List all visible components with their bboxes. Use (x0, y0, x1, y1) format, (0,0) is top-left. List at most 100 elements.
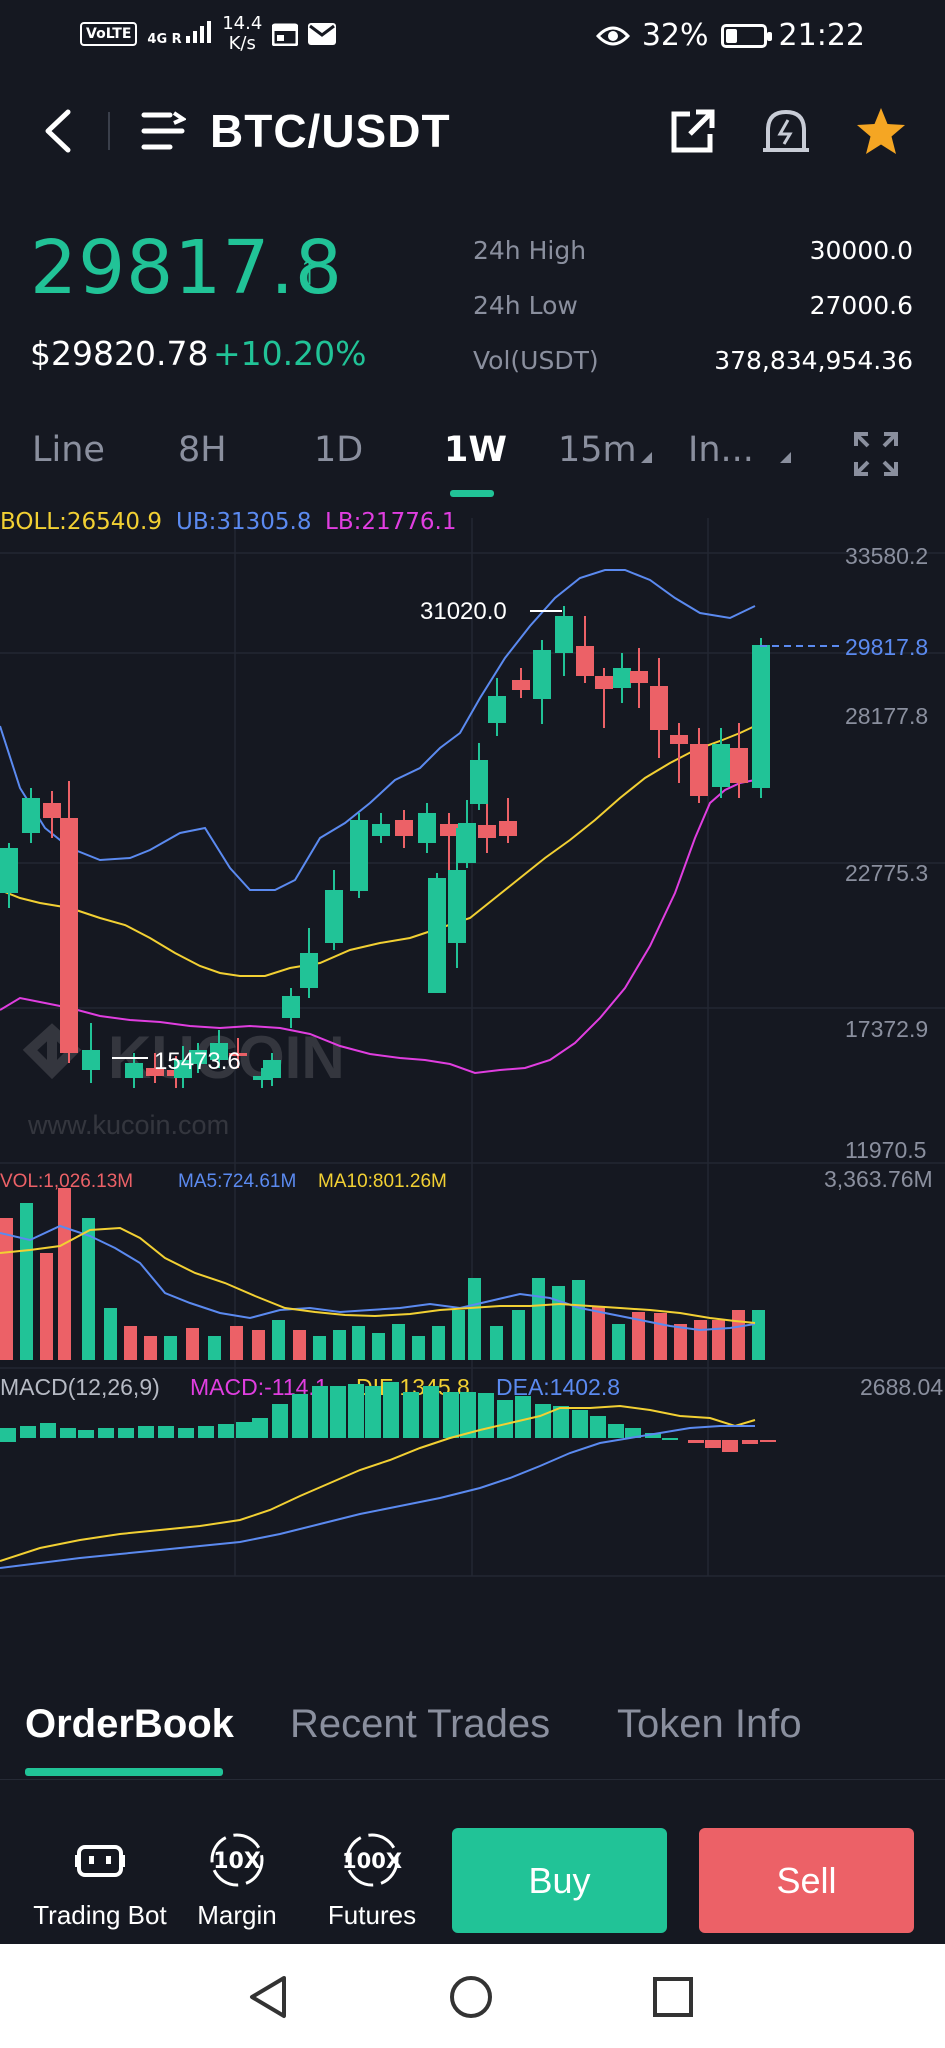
volte-indicator: VoLTE (80, 22, 138, 46)
back-icon[interactable] (40, 108, 76, 154)
network-indicator: 4G R (147, 21, 212, 47)
macd-bar (645, 1433, 661, 1438)
tab-1w[interactable]: 1W (444, 430, 507, 470)
volume-bar (208, 1336, 221, 1360)
volume-bar (552, 1286, 565, 1360)
macd-bar (198, 1426, 214, 1438)
share-icon[interactable] (668, 108, 716, 156)
candle-body (690, 744, 708, 796)
vol-ma5-line (0, 1224, 756, 1332)
favorite-star-icon[interactable] (855, 106, 907, 156)
chart-canvas[interactable]: KUCOIN www.kucoin.com BOLL:26540.9 UB:31… (0, 498, 945, 1613)
volume-bar (468, 1278, 481, 1360)
macd-bar (330, 1386, 346, 1438)
nav-back-icon[interactable] (246, 1974, 292, 2020)
volume-bar (490, 1326, 503, 1360)
tab-8h[interactable]: 8H (178, 430, 227, 470)
candle-body (488, 696, 506, 723)
volume-bar (452, 1310, 465, 1360)
volume-bar (674, 1324, 687, 1360)
candle-body (595, 676, 613, 689)
candle-body (263, 1060, 281, 1078)
volume-bar (732, 1310, 745, 1360)
macd-bar (443, 1392, 459, 1438)
price-alert-icon[interactable] (760, 106, 812, 156)
macd-bar (515, 1396, 531, 1438)
date-axis-label: 2022-10-13 (0, 1586, 123, 1588)
dea-line (0, 1425, 755, 1569)
candle-body (630, 671, 648, 683)
tab-recent-trades[interactable]: Recent Trades (290, 1702, 551, 1746)
usd-price: $29820.78 (30, 334, 209, 373)
tab-line[interactable]: Line (32, 430, 105, 470)
price-axis-label: 17372.9 (845, 1016, 928, 1042)
candle-body (440, 824, 458, 836)
stat-volume-label: Vol(USDT) (473, 346, 599, 375)
system-nav-bar (0, 1944, 945, 2048)
volume-bar (572, 1280, 585, 1360)
volume-bar (352, 1326, 365, 1360)
futures-icon: 100X (342, 1833, 402, 1887)
tab-15m[interactable]: 15m (558, 430, 652, 470)
margin-label: Margin (197, 1900, 277, 1930)
candle-body (82, 1050, 100, 1070)
trading-bot-button[interactable]: Trading Bot (30, 1830, 170, 1931)
candle-body (0, 848, 18, 893)
price-axis-label: 33580.2 (845, 543, 928, 569)
macd-bar (20, 1426, 36, 1438)
candlestick-chart[interactable]: KUCOIN www.kucoin.com BOLL:26540.9 UB:31… (0, 498, 945, 1613)
nav-recents-icon[interactable] (650, 1974, 696, 2020)
tab-indicators[interactable]: In... (688, 430, 791, 470)
macd-bar (608, 1424, 624, 1438)
header: BTC/USDT (0, 90, 945, 170)
boll-lb-label: LB:21776.1 (325, 509, 456, 535)
buy-button[interactable]: Buy (452, 1828, 667, 1933)
active-tab-indicator (25, 1768, 223, 1776)
timeframe-bar: Line 8H 1D 1W 15m In... (0, 420, 945, 500)
stat-volume-value: 378,834,954.36 (714, 346, 913, 375)
tab-orderbook[interactable]: OrderBook (25, 1702, 234, 1746)
candle-body (499, 821, 517, 836)
candle-body (43, 803, 61, 818)
robot-icon (75, 1845, 125, 1877)
vol-axis-label: 3,363.76M (824, 1166, 933, 1192)
volume-bar (392, 1324, 405, 1360)
menu-icon[interactable] (140, 110, 186, 152)
tab-1d[interactable]: 1D (314, 430, 364, 470)
candle-body (458, 823, 476, 863)
macd-bar (497, 1400, 513, 1438)
volume-bar (252, 1330, 265, 1360)
macd-bar (423, 1386, 439, 1438)
macd-bar (78, 1430, 94, 1438)
fullscreen-icon[interactable] (852, 430, 900, 478)
macd-bar (348, 1384, 364, 1438)
dropdown-triangle-icon (779, 452, 791, 463)
sell-button[interactable]: Sell (699, 1828, 914, 1933)
tab-token-info[interactable]: Token Info (617, 1702, 802, 1746)
pair-title[interactable]: BTC/USDT (210, 105, 451, 157)
action-bar: Trading Bot 10X Margin 100X Futures Buy … (0, 1780, 945, 1940)
vol-ma10-label: MA10:801.26M (318, 1171, 447, 1192)
candle-body (650, 686, 668, 730)
date-axis-label: 2023-06-01 (642, 1586, 765, 1588)
boll-label: BOLL:26540.9 (0, 509, 162, 535)
volume-bar (432, 1326, 445, 1360)
candle-body (613, 668, 631, 688)
futures-button[interactable]: 100X Futures (302, 1830, 442, 1931)
macd-bar (98, 1428, 114, 1438)
macd-bar (252, 1418, 268, 1438)
candle-body (60, 818, 78, 1053)
macd-histogram (0, 1382, 776, 1452)
nav-home-icon[interactable] (448, 1974, 494, 2020)
watermark-url: www.kucoin.com (27, 1110, 229, 1140)
candle-body (418, 813, 436, 843)
margin-button[interactable]: 10X Margin (167, 1830, 307, 1931)
macd-bar (158, 1426, 174, 1438)
high-annotation: 31020.0 (420, 598, 507, 625)
dropdown-triangle-icon (640, 452, 652, 463)
candle-body (730, 748, 748, 783)
candle-body (670, 735, 688, 744)
volume-bar (40, 1253, 53, 1360)
low-annotation: 15473.6 (154, 1048, 241, 1075)
candle-body (174, 1060, 192, 1078)
